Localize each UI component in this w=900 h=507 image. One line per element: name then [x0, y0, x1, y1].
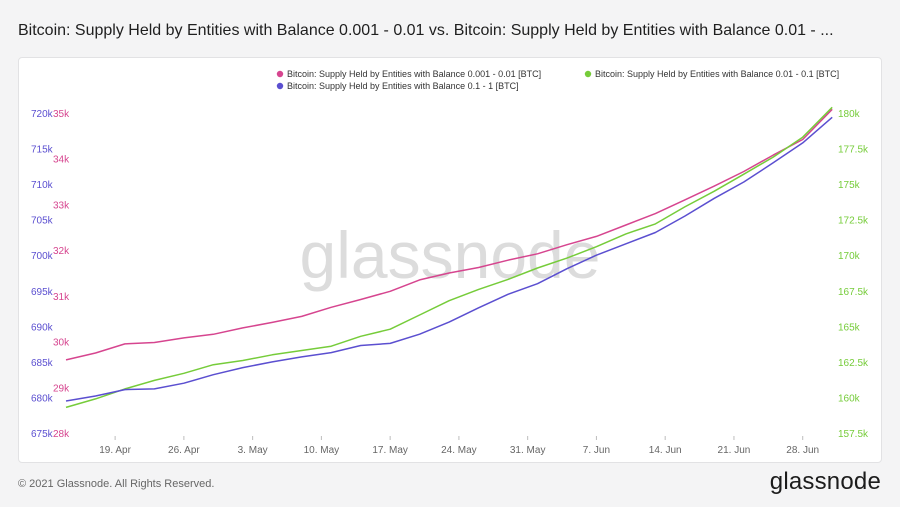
left-inner-tick-label: 31k — [53, 292, 70, 303]
right-tick-label: 157.5k — [838, 429, 869, 440]
axis-ticks: 19. Apr 26. Apr 3. May 10. May 17. May 24. Ma… — [31, 109, 869, 456]
x-tick-label: 26. Apr — [168, 445, 200, 456]
left-inner-tick-label: 34k — [53, 155, 70, 166]
series-lines — [65, 106, 833, 409]
legend-label: Bitcoin: Supply Held by Entities with Ba… — [287, 69, 541, 79]
left-inner-tick-label: 35k — [53, 109, 70, 120]
legend-marker — [584, 70, 592, 78]
left-outer-tick-label: 715k — [31, 145, 54, 156]
left-outer-tick-label: 710k — [31, 180, 54, 191]
left-inner-tick-label: 33k — [53, 200, 70, 211]
x-tick-label: 10. May — [304, 445, 340, 456]
left-outer-tick-label: 705k — [31, 216, 54, 227]
legend-label: Bitcoin: Supply Held by Entities with Ba… — [287, 81, 519, 91]
left-inner-tick-label: 29k — [53, 383, 70, 394]
legend-marker — [276, 82, 284, 90]
right-tick-label: 160k — [838, 393, 861, 404]
right-tick-label: 165k — [838, 322, 861, 333]
legend-marker — [276, 70, 284, 78]
right-tick-label: 170k — [838, 251, 861, 262]
chart-title: Bitcoin: Supply Held by Entities with Ba… — [18, 22, 834, 39]
right-tick-label: 175k — [838, 180, 861, 191]
x-tick-label: 3. May — [238, 445, 268, 456]
left-outer-tick-label: 690k — [31, 322, 54, 333]
left-outer-tick-label: 720k — [31, 109, 54, 120]
right-tick-label: 177.5k — [838, 145, 869, 156]
x-tick-label: 31. May — [510, 445, 546, 456]
copyright-text: © 2021 Glassnode. All Rights Reserved. — [18, 478, 215, 490]
series-line — [65, 116, 833, 402]
left-outer-tick-label: 675k — [31, 429, 54, 440]
x-tick-label: 21. Jun — [718, 445, 751, 456]
left-outer-tick-label: 680k — [31, 393, 54, 404]
x-tick-label: 17. May — [372, 445, 408, 456]
chart-panel — [18, 57, 882, 463]
watermark-text: glassnode — [300, 218, 601, 292]
left-outer-tick-label: 685k — [31, 358, 54, 369]
legend-label: Bitcoin: Supply Held by Entities with Ba… — [595, 69, 839, 79]
right-tick-label: 167.5k — [838, 287, 869, 298]
x-tick-label: 19. Apr — [99, 445, 131, 456]
glassnode-logo: glassnode — [769, 468, 881, 495]
right-tick-label: 162.5k — [838, 358, 869, 369]
x-tick-label: 28. Jun — [786, 445, 819, 456]
left-outer-tick-label: 700k — [31, 251, 54, 262]
x-tick-label: 14. Jun — [649, 445, 682, 456]
x-tick-label: 7. Jun — [583, 445, 610, 456]
left-inner-tick-label: 30k — [53, 338, 70, 349]
left-outer-tick-label: 695k — [31, 287, 54, 298]
right-tick-label: 180k — [838, 109, 861, 120]
right-tick-label: 172.5k — [838, 216, 869, 227]
left-inner-tick-label: 32k — [53, 246, 70, 257]
series-line — [65, 106, 833, 409]
x-tick-label: 24. May — [441, 445, 477, 456]
series-line — [65, 108, 833, 361]
chart-legend: Bitcoin: Supply Held by Entities with Ba… — [276, 69, 839, 91]
left-inner-tick-label: 28k — [53, 429, 70, 440]
